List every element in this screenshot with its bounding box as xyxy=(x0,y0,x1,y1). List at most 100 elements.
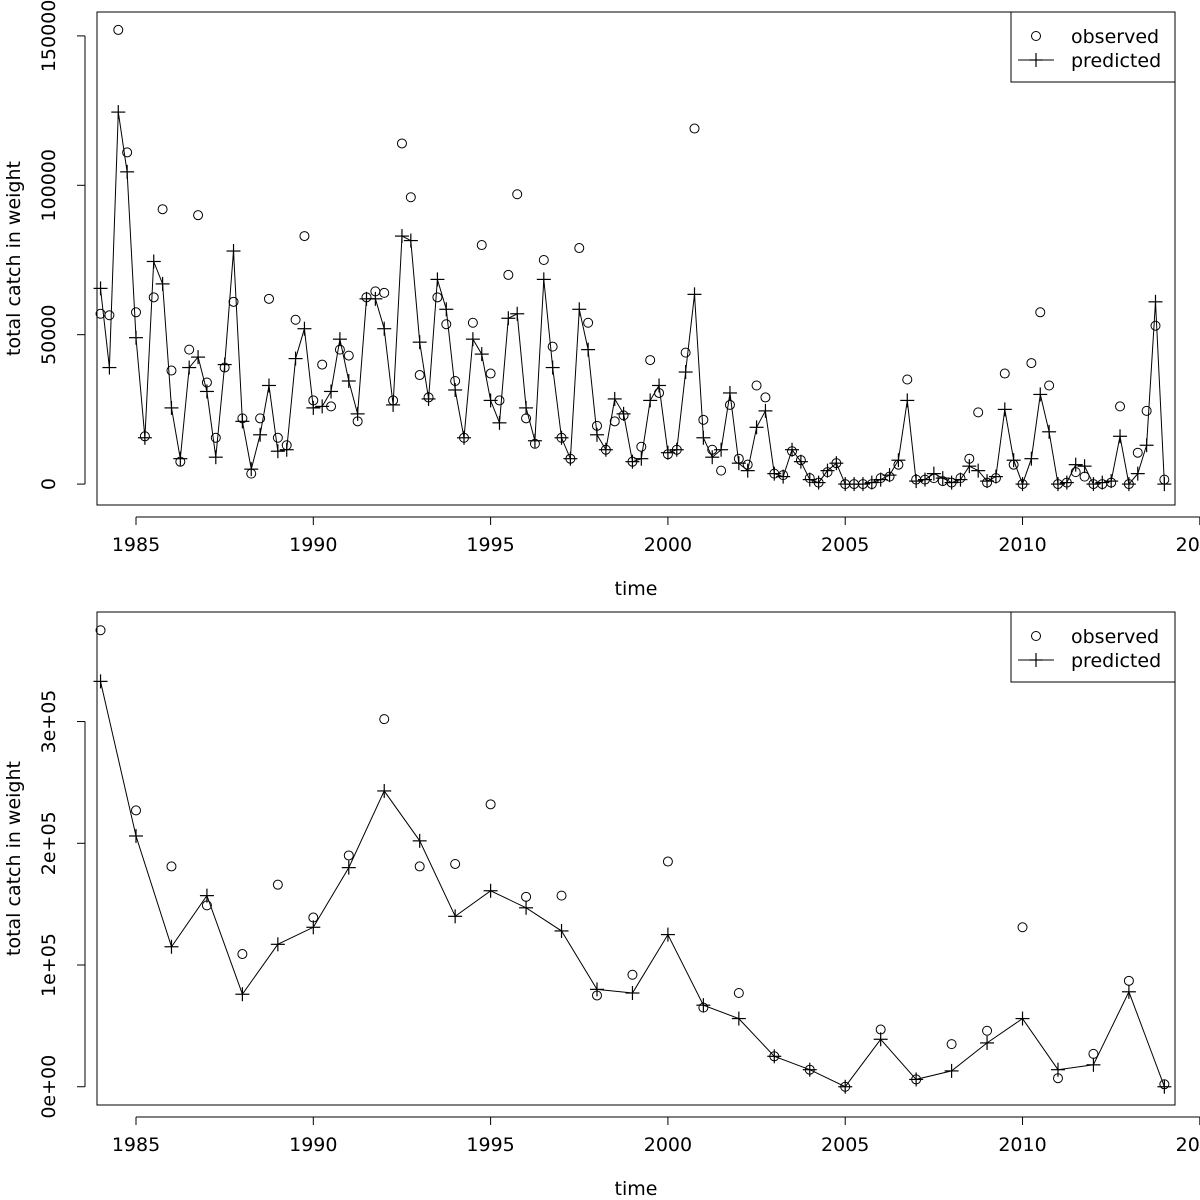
observed-point xyxy=(946,477,957,488)
predicted-point xyxy=(625,986,640,1001)
predicted-point xyxy=(1130,466,1145,481)
predicted-line xyxy=(100,681,1165,1088)
predicted-point xyxy=(510,306,525,321)
x-tick-label: 1990 xyxy=(289,1134,337,1156)
observed-point xyxy=(308,912,319,923)
predicted-point xyxy=(554,923,569,938)
x-tick-label: 2015 xyxy=(1176,534,1200,556)
predicted-point xyxy=(270,937,285,952)
predicted-point xyxy=(527,433,542,448)
observed-point xyxy=(131,805,142,816)
observed-point xyxy=(1141,405,1152,416)
observed-point xyxy=(760,392,771,403)
predicted-point xyxy=(341,860,356,875)
observed-point xyxy=(795,455,806,466)
x-tick-label: 2005 xyxy=(821,1134,869,1156)
predicted-point xyxy=(483,883,498,898)
observed-point xyxy=(804,473,815,484)
observed-point xyxy=(237,413,248,424)
predicted-point xyxy=(714,442,729,457)
predicted-point xyxy=(324,384,339,399)
predicted-point xyxy=(581,342,596,357)
predicted-point xyxy=(226,244,241,259)
predicted-point xyxy=(173,451,188,466)
x-tick-label: 1985 xyxy=(112,1134,160,1156)
predicted-point xyxy=(341,374,356,389)
predicted-point xyxy=(208,450,223,465)
predicted-point xyxy=(297,321,312,336)
x-tick-label: 2005 xyxy=(821,534,869,556)
predicted-point xyxy=(696,430,711,445)
observed-point xyxy=(157,204,168,215)
predicted-point xyxy=(306,400,321,415)
predicted-point xyxy=(1042,424,1057,439)
predicted-point xyxy=(722,385,737,400)
predicted-point xyxy=(997,402,1012,417)
observed-point xyxy=(893,459,904,470)
observed-point xyxy=(166,861,177,872)
observed-point xyxy=(769,1051,780,1062)
predicted-point xyxy=(678,365,693,380)
observed-point xyxy=(707,444,718,455)
predicted-point xyxy=(696,998,711,1013)
observed-point xyxy=(1035,307,1046,318)
observed-point xyxy=(494,395,505,406)
observed-point xyxy=(822,467,833,478)
x-tick-label: 2010 xyxy=(998,1134,1046,1156)
observed-point xyxy=(716,465,727,476)
predicted-point xyxy=(1113,429,1128,444)
x-tick-label: 1995 xyxy=(466,1134,514,1156)
observed-point xyxy=(999,368,1010,379)
predicted-point xyxy=(1148,294,1163,309)
observed-point xyxy=(556,890,567,901)
predicted-point xyxy=(412,335,427,350)
observed-point xyxy=(591,420,602,431)
observed-point xyxy=(982,477,993,488)
observed-point xyxy=(193,210,204,221)
predicted-point xyxy=(332,332,347,347)
predicted-point xyxy=(253,427,268,442)
observed-point xyxy=(379,287,390,298)
y-tick-label: 100000 xyxy=(38,149,60,222)
observed-point xyxy=(476,240,487,251)
observed-point xyxy=(1044,380,1055,391)
predicted-point xyxy=(740,463,755,478)
observed-point xyxy=(946,1039,957,1050)
observed-point xyxy=(884,471,895,482)
predicted-point xyxy=(129,330,144,345)
y-tick-label: 0e+00 xyxy=(38,1055,60,1119)
observed-point xyxy=(308,395,319,406)
observed-point xyxy=(1159,1079,1170,1090)
observed-point xyxy=(600,444,611,455)
observed-point xyxy=(521,413,532,424)
observed-point xyxy=(955,473,966,484)
observed-point xyxy=(228,296,239,307)
observed-point xyxy=(1150,320,1161,331)
observed-point xyxy=(1123,479,1134,490)
observed-point xyxy=(742,459,753,470)
observed-point xyxy=(902,374,913,385)
observed-point xyxy=(414,370,425,381)
x-tick-label: 1985 xyxy=(112,534,160,556)
predicted-point xyxy=(191,350,206,365)
predicted-point xyxy=(1050,1062,1065,1077)
observed-point xyxy=(414,861,425,872)
observed-point xyxy=(733,988,744,999)
observed-point xyxy=(698,1002,709,1013)
predicted-point xyxy=(785,442,800,457)
observed-point xyxy=(317,359,328,370)
observed-point xyxy=(246,468,257,479)
predicted-point xyxy=(430,272,445,287)
predicted-point xyxy=(793,454,808,469)
x-tick-label: 2015 xyxy=(1176,1134,1200,1156)
predicted-point xyxy=(403,233,418,248)
predicted-point xyxy=(270,444,285,459)
predicted-point xyxy=(288,351,303,366)
predicted-point xyxy=(1139,438,1154,453)
observed-point xyxy=(503,269,514,280)
observed-point xyxy=(654,387,665,398)
observed-point xyxy=(166,365,177,376)
observed-point xyxy=(467,317,478,328)
observed-point xyxy=(556,432,567,443)
observed-point xyxy=(201,377,212,388)
